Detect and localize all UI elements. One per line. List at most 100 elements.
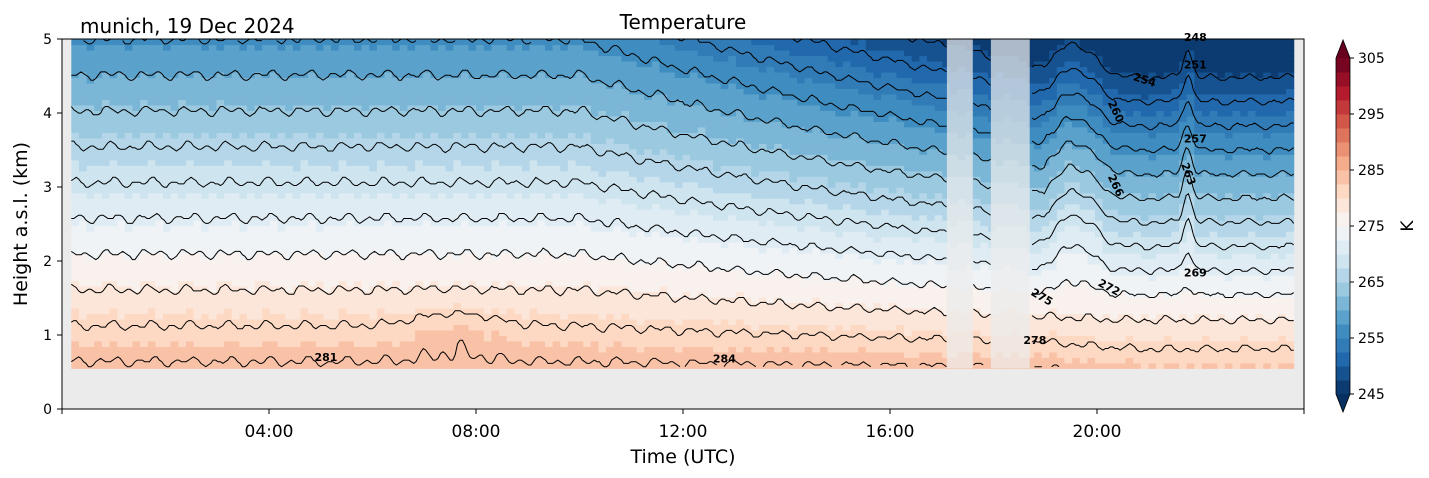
field-cell <box>491 44 500 51</box>
field-cell <box>338 318 347 325</box>
field-cell <box>254 346 263 353</box>
field-cell <box>162 302 172 309</box>
field-cell <box>94 225 103 232</box>
field-cell <box>629 313 638 320</box>
field-cell <box>201 351 210 358</box>
field-cell <box>522 181 531 188</box>
field-cell <box>170 44 179 51</box>
field-cell <box>415 253 424 260</box>
field-cell <box>331 231 340 238</box>
field-cell <box>560 82 569 89</box>
field-cell <box>598 209 607 216</box>
field-cell <box>178 88 187 95</box>
field-cell <box>522 253 531 260</box>
field-cell <box>560 165 569 172</box>
field-cell <box>422 258 431 265</box>
field-cell <box>140 231 149 238</box>
field-cell <box>606 296 615 304</box>
field-cell <box>71 313 80 320</box>
field-cell <box>140 291 149 298</box>
field-cell <box>315 307 325 315</box>
field-cell <box>323 132 332 139</box>
field-cell <box>659 357 668 364</box>
field-cell <box>216 187 225 194</box>
field-cell <box>560 170 569 177</box>
field-cell <box>529 148 538 155</box>
field-cell <box>644 49 653 57</box>
field-cell <box>140 247 149 254</box>
field-cell <box>392 302 401 309</box>
field-cell <box>247 154 256 161</box>
field-cell <box>674 104 684 111</box>
field-cell <box>346 159 355 166</box>
field-cell <box>468 115 477 122</box>
field-cell <box>78 115 88 122</box>
field-cell <box>170 247 179 254</box>
field-cell <box>224 285 233 293</box>
field-cell <box>483 143 493 150</box>
field-cell <box>705 346 714 353</box>
field-cell <box>529 60 538 68</box>
field-cell <box>247 307 256 315</box>
field-cell <box>422 357 431 364</box>
field-cell <box>369 264 378 271</box>
field-cell <box>483 187 493 194</box>
field-cell <box>476 137 485 144</box>
field-cell <box>285 110 294 117</box>
field-cell <box>353 132 363 139</box>
field-cell <box>598 88 607 95</box>
field-cell <box>606 291 615 298</box>
field-cell <box>659 181 668 188</box>
field-cell <box>651 203 661 210</box>
field-cell <box>231 192 240 199</box>
field-cell <box>529 192 538 199</box>
field-cell <box>659 126 668 133</box>
field-cell <box>476 110 485 117</box>
field-cell <box>224 302 233 309</box>
field-cell <box>262 302 271 309</box>
field-cell <box>147 340 156 347</box>
field-cell <box>537 302 546 309</box>
field-cell <box>392 77 401 84</box>
field-cell <box>392 291 401 298</box>
field-cell <box>613 269 622 276</box>
field-cell <box>399 187 409 194</box>
field-cell <box>224 187 233 194</box>
field-cell <box>170 275 179 282</box>
field-cell <box>399 269 409 276</box>
field-cell <box>499 148 508 155</box>
field-cell <box>636 126 645 133</box>
field-cell <box>239 264 248 271</box>
field-cell <box>697 110 706 117</box>
field-cell <box>583 71 592 79</box>
field-cell <box>499 346 508 353</box>
field-cell <box>606 225 615 232</box>
field-cell <box>460 242 470 249</box>
field-cell <box>231 280 240 287</box>
field-cell <box>353 247 363 254</box>
field-cell <box>575 143 584 150</box>
field-cell <box>162 351 172 358</box>
field-cell <box>132 115 141 122</box>
field-cell <box>537 258 546 265</box>
field-cell <box>491 137 500 144</box>
field-cell <box>353 302 363 309</box>
field-cell <box>407 351 416 358</box>
field-cell <box>124 55 134 62</box>
field-cell <box>644 346 653 353</box>
field-cell <box>86 269 95 276</box>
field-cell <box>338 296 347 304</box>
field-cell <box>162 104 172 111</box>
field-cell <box>606 187 615 194</box>
field-cell <box>544 88 554 95</box>
field-cell <box>178 357 187 364</box>
field-cell <box>71 104 80 111</box>
field-cell <box>384 302 393 309</box>
field-cell <box>522 302 531 309</box>
field-cell <box>132 44 141 51</box>
field-cell <box>590 104 600 111</box>
field-cell <box>460 220 470 227</box>
field-cell <box>162 44 172 51</box>
field-cell <box>506 220 516 227</box>
field-cell <box>308 115 317 122</box>
